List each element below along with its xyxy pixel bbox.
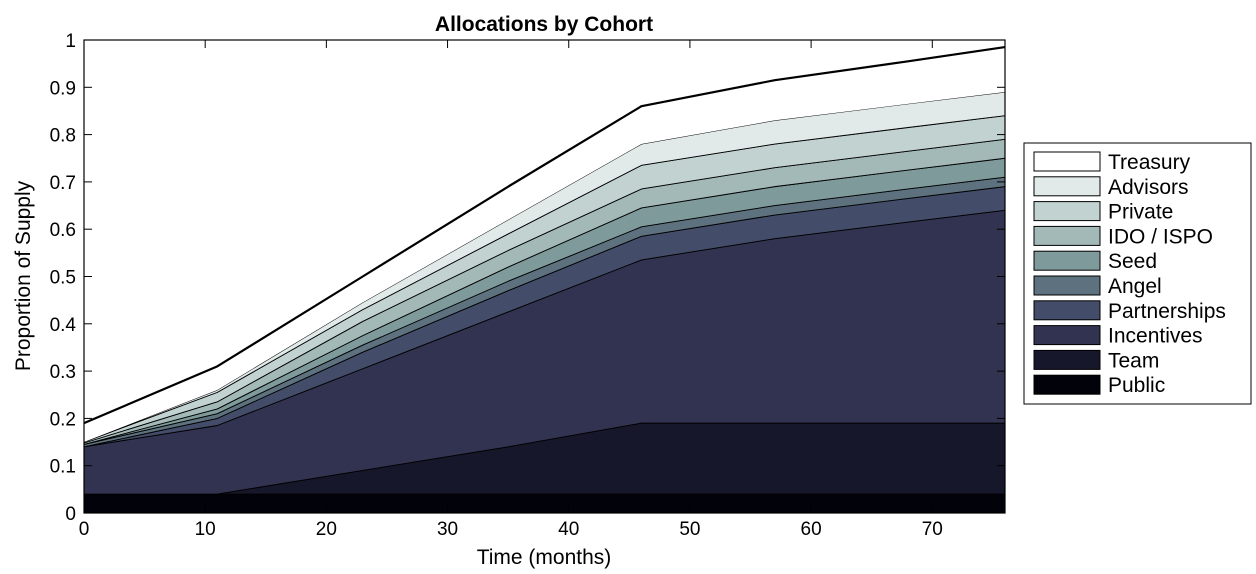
legend-swatch-ido-ispo [1033, 225, 1101, 246]
legend-swatch-private [1033, 201, 1101, 222]
legend-swatch-treasury [1033, 151, 1101, 172]
legend-swatch-advisors [1033, 176, 1101, 197]
x-tick-label: 40 [558, 519, 579, 540]
y-axis-ticks: 0 0.1 0.2 0.3 0.4 0.5 0.6 0.7 0.8 0.9 1 [50, 31, 1005, 525]
x-tick-label: 30 [437, 519, 458, 540]
y-tick-label: 0.4 [50, 315, 77, 336]
area-treasury-boundary [83, 46, 1006, 425]
legend-swatch-angel [1033, 275, 1101, 296]
x-tick-label: 70 [922, 519, 943, 540]
x-tick-label: 20 [316, 519, 337, 540]
area-public [83, 493, 1006, 514]
x-tick-label: 50 [679, 519, 700, 540]
y-axis-label: Proportion of Supply [12, 180, 35, 371]
y-tick-label: 0.2 [50, 409, 76, 430]
legend-label-public: Public [1108, 374, 1165, 397]
area-treasury [84, 47, 1005, 443]
y-tick-label: 0.8 [50, 126, 76, 147]
chart-title: Allocations by Cohort [435, 13, 653, 36]
legend-label-partnerships: Partnerships [1108, 300, 1226, 323]
plot-frame [83, 39, 1006, 514]
x-tick-label: 10 [195, 519, 216, 540]
legend-swatch-public [1033, 374, 1101, 395]
y-tick-label: 0.1 [50, 457, 76, 478]
legend-label-advisors: Advisors [1108, 176, 1189, 199]
legend-swatch-incentives [1033, 325, 1101, 346]
x-tick-label: 60 [801, 519, 822, 540]
y-tick-label: 1 [65, 31, 76, 52]
x-axis-ticks: 0 10 20 30 40 50 60 70 [79, 40, 943, 540]
x-axis-label: Time (months) [477, 546, 612, 569]
area-layers [83, 46, 1006, 514]
legend-swatch-team [1033, 349, 1101, 370]
y-tick-label: 0.7 [50, 173, 76, 194]
y-tick-label: 0.9 [50, 78, 76, 99]
legend-swatch-partnerships [1033, 300, 1101, 321]
y-tick-label: 0.6 [50, 220, 76, 241]
legend-swatch-seed [1033, 250, 1101, 271]
legend-label-private: Private [1108, 201, 1173, 224]
legend-label-incentives: Incentives [1108, 325, 1203, 348]
legend-label-seed: Seed [1108, 250, 1157, 273]
legend-label-treasury: Treasury [1108, 151, 1191, 174]
x-tick-label: 0 [79, 519, 90, 540]
legend-label-angel: Angel [1108, 275, 1162, 298]
legend-label-ido-ispo: IDO / ISPO [1108, 225, 1213, 248]
legend-label-team: Team [1108, 349, 1159, 372]
y-tick-label: 0.3 [50, 362, 76, 383]
y-tick-label: 0.5 [50, 268, 76, 289]
y-tick-label: 0 [65, 504, 76, 525]
